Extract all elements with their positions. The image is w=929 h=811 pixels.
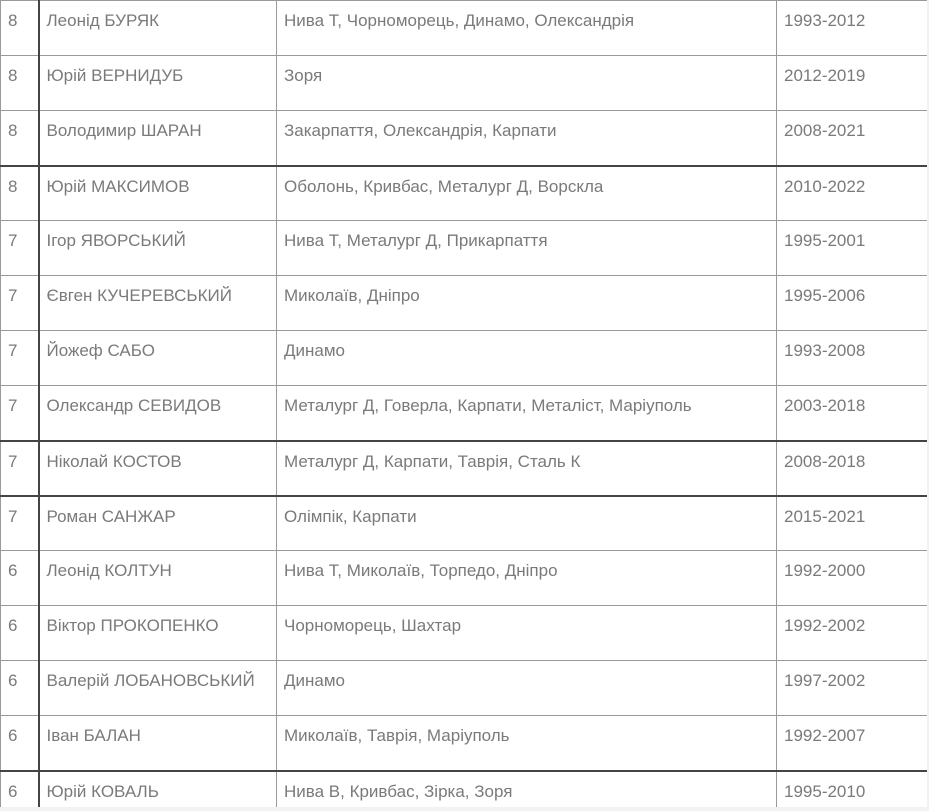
table-row: 6 Віктор ПРОКОПЕНКО Чорноморець, Шахтар 199… (0, 605, 927, 661)
years-cell: 1993-2008 (776, 330, 927, 386)
clubs-cell: Динамо (276, 660, 777, 716)
count-cell: 8 (0, 164, 40, 221)
count-cell: 6 (0, 715, 40, 771)
count-cell: 7 (0, 330, 40, 386)
coach-name-cell: Олександр СЕВИДОВ (38, 385, 277, 441)
years-cell: 1995-2001 (776, 220, 927, 276)
coach-name-cell: Ігор ЯВОРСЬКИЙ (38, 220, 277, 276)
years-cell: 1995-2010 (776, 769, 927, 807)
coach-name-cell: Роман САНЖАР (38, 494, 277, 551)
years-cell: 2012-2019 (776, 55, 927, 111)
table-row: 8 Юрій МАКСИМОВ Оболонь, Кривбас, Металург… (0, 164, 927, 221)
count-cell: 7 (0, 220, 40, 276)
count-cell: 7 (0, 385, 40, 441)
clubs-cell: Миколаїв, Таврія, Маріуполь (276, 715, 777, 771)
clubs-cell: Оболонь, Кривбас, Металург Д, Ворскла (276, 164, 777, 221)
clubs-cell: Динамо (276, 330, 777, 386)
years-cell: 1992-2000 (776, 550, 927, 606)
table-row: 7 Ігор ЯВОРСЬКИЙ Нива Т, Металург Д, Прика… (0, 220, 927, 276)
clubs-cell: Олімпік, Карпати (276, 494, 777, 551)
clubs-cell: Металург Д, Карпати, Таврія, Сталь К (276, 439, 777, 496)
table-row: 6 Юрій КОВАЛЬ Нива В, Кривбас, Зірка, Зоря… (0, 769, 927, 807)
coach-name-cell: Леонід КОЛТУН (38, 550, 277, 606)
years-cell: 2010-2022 (776, 164, 927, 221)
table-row: 6 Валерій ЛОБАНОВСЬКИЙ Динамо 1997-2002 (0, 660, 927, 716)
years-cell: 1992-2002 (776, 605, 927, 661)
coach-name-cell: Валерій ЛОБАНОВСЬКИЙ (38, 660, 277, 716)
coach-name-cell: Володимир ШАРАН (38, 110, 277, 166)
years-cell: 1995-2006 (776, 275, 927, 331)
count-cell: 8 (0, 55, 40, 111)
count-cell: 6 (0, 605, 40, 661)
coach-name-cell: Віктор ПРОКОПЕНКО (38, 605, 277, 661)
count-cell: 8 (0, 110, 40, 166)
table-row: 8 Володимир ШАРАН Закарпаття, Олександрія,… (0, 110, 927, 166)
coach-name-cell: Іван БАЛАН (38, 715, 277, 771)
years-cell: 1992-2007 (776, 715, 927, 771)
count-cell: 7 (0, 275, 40, 331)
table-row: 6 Леонід КОЛТУН Нива Т, Миколаїв, Торпедо,… (0, 550, 927, 606)
clubs-cell: Нива В, Кривбас, Зірка, Зоря (276, 769, 777, 807)
table-row: 7 Євген КУЧЕРЕВСЬКИЙ Миколаїв, Дніпро 1995-… (0, 275, 927, 331)
years-cell: 2008-2021 (776, 110, 927, 166)
clubs-cell: Чорноморець, Шахтар (276, 605, 777, 661)
years-cell: 1997-2002 (776, 660, 927, 716)
clubs-cell: Закарпаття, Олександрія, Карпати (276, 110, 777, 166)
years-cell: 2015-2021 (776, 494, 927, 551)
clubs-cell: Металург Д, Говерла, Карпати, Металіст, … (276, 385, 777, 441)
clubs-cell: Нива Т, Чорноморець, Динамо, Олександрія (276, 0, 777, 56)
years-cell: 2003-2018 (776, 385, 927, 441)
years-cell: 1993-2012 (776, 0, 927, 56)
clubs-cell: Миколаїв, Дніпро (276, 275, 777, 331)
count-cell: 6 (0, 660, 40, 716)
clubs-cell: Зоря (276, 55, 777, 111)
coach-name-cell: Леонід БУРЯК (38, 0, 277, 56)
coach-name-cell: Юрій КОВАЛЬ (38, 769, 277, 807)
coach-name-cell: Юрій ВЕРНИДУБ (38, 55, 277, 111)
coach-name-cell: Ніколай КОСТОВ (38, 439, 277, 496)
years-cell: 2008-2018 (776, 439, 927, 496)
table-row: 7 Роман САНЖАР Олімпік, Карпати 2015-2021 (0, 494, 927, 551)
count-cell: 7 (0, 439, 40, 496)
clubs-cell: Нива Т, Металург Д, Прикарпаття (276, 220, 777, 276)
coach-name-cell: Йожеф САБО (38, 330, 277, 386)
count-cell: 7 (0, 494, 40, 551)
coach-name-cell: Юрій МАКСИМОВ (38, 164, 277, 221)
clubs-cell: Нива Т, Миколаїв, Торпедо, Дніпро (276, 550, 777, 606)
table-row: 7 Олександр СЕВИДОВ Металург Д, Говерла, К… (0, 385, 927, 441)
count-cell: 8 (0, 0, 40, 56)
count-cell: 6 (0, 550, 40, 606)
table-row: 8 Леонід БУРЯК Нива Т, Чорноморець, Динамо… (0, 0, 927, 56)
table-row: 6 Іван БАЛАН Миколаїв, Таврія, Маріуполь 19… (0, 715, 927, 771)
table-row: 7 Йожеф САБО Динамо 1993-2008 (0, 330, 927, 386)
table-row: 8 Юрій ВЕРНИДУБ Зоря 2012-2019 (0, 55, 927, 111)
count-cell: 6 (0, 769, 40, 807)
table-row: 7 Ніколай КОСТОВ Металург Д, Карпати, Тавр… (0, 439, 927, 496)
coach-name-cell: Євген КУЧЕРЕВСЬКИЙ (38, 275, 277, 331)
